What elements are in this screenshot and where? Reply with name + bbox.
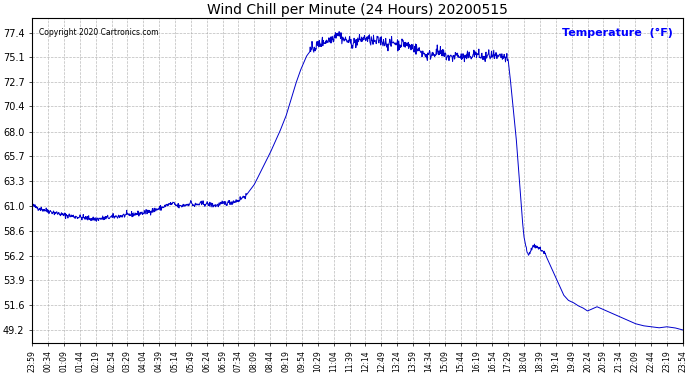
Text: Copyright 2020 Cartronics.com: Copyright 2020 Cartronics.com (39, 28, 158, 37)
Title: Wind Chill per Minute (24 Hours) 20200515: Wind Chill per Minute (24 Hours) 2020051… (207, 3, 508, 17)
Text: Temperature  (°F): Temperature (°F) (562, 28, 673, 38)
